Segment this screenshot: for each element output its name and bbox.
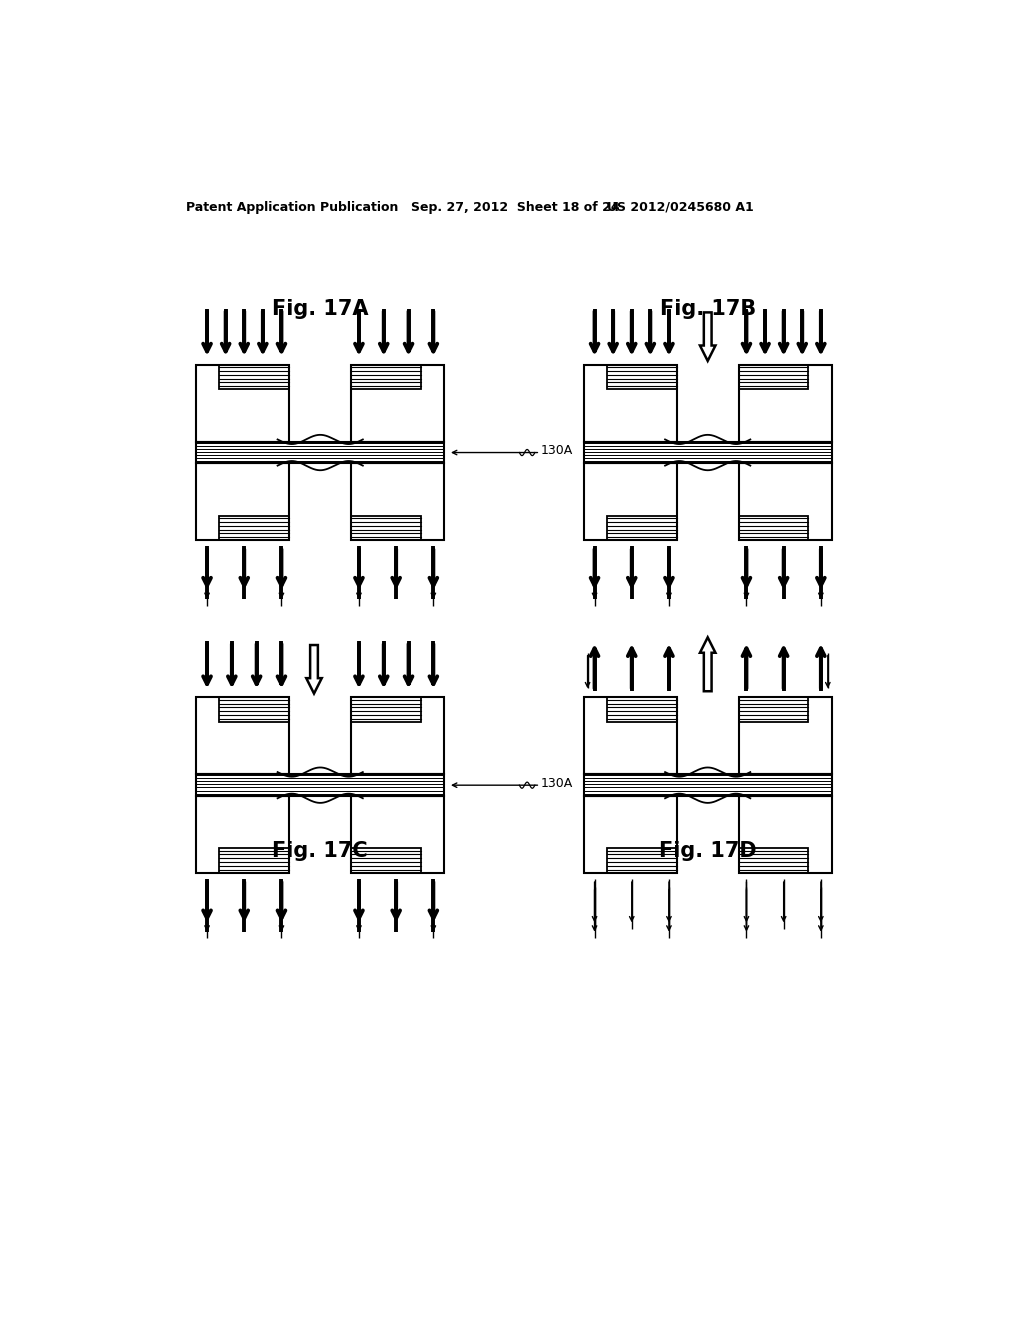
Bar [584,442,831,463]
Bar [351,697,444,775]
Bar [584,775,831,796]
Bar [607,364,677,389]
Bar [351,849,421,873]
Text: Patent Application Publication: Patent Application Publication [186,201,398,214]
Bar [351,796,444,873]
Bar [584,796,677,873]
Bar [197,442,444,463]
Bar [738,697,809,722]
Bar [738,463,831,540]
Text: US 2012/0245680 A1: US 2012/0245680 A1 [607,201,754,214]
Bar [584,364,677,442]
Bar [738,516,809,540]
Polygon shape [700,638,716,692]
Bar [197,796,289,873]
Polygon shape [700,313,716,360]
Bar [197,775,444,796]
Text: Sep. 27, 2012  Sheet 18 of 24: Sep. 27, 2012 Sheet 18 of 24 [411,201,620,214]
Bar [607,849,677,873]
Bar [197,697,289,775]
Bar [219,516,289,540]
Text: 130A: 130A [541,777,572,791]
Text: Fig. 17D: Fig. 17D [658,841,757,862]
Bar [351,516,421,540]
Bar [197,463,289,540]
Bar [219,849,289,873]
Bar [738,364,809,389]
Text: Fig. 17A: Fig. 17A [272,298,369,318]
Bar [219,697,289,722]
Text: Fig. 17C: Fig. 17C [272,841,368,862]
Bar [351,463,444,540]
Bar [738,697,831,775]
Bar [584,697,677,775]
Text: Fig. 17B: Fig. 17B [659,298,756,318]
Polygon shape [306,645,322,693]
Bar [607,516,677,540]
Bar [607,697,677,722]
Bar [351,697,421,722]
Bar [584,463,677,540]
Bar [738,849,809,873]
Bar [197,364,289,442]
Bar [219,364,289,389]
Text: 130A: 130A [541,445,572,458]
Bar [738,796,831,873]
Bar [351,364,444,442]
Bar [351,364,421,389]
Bar [738,364,831,442]
